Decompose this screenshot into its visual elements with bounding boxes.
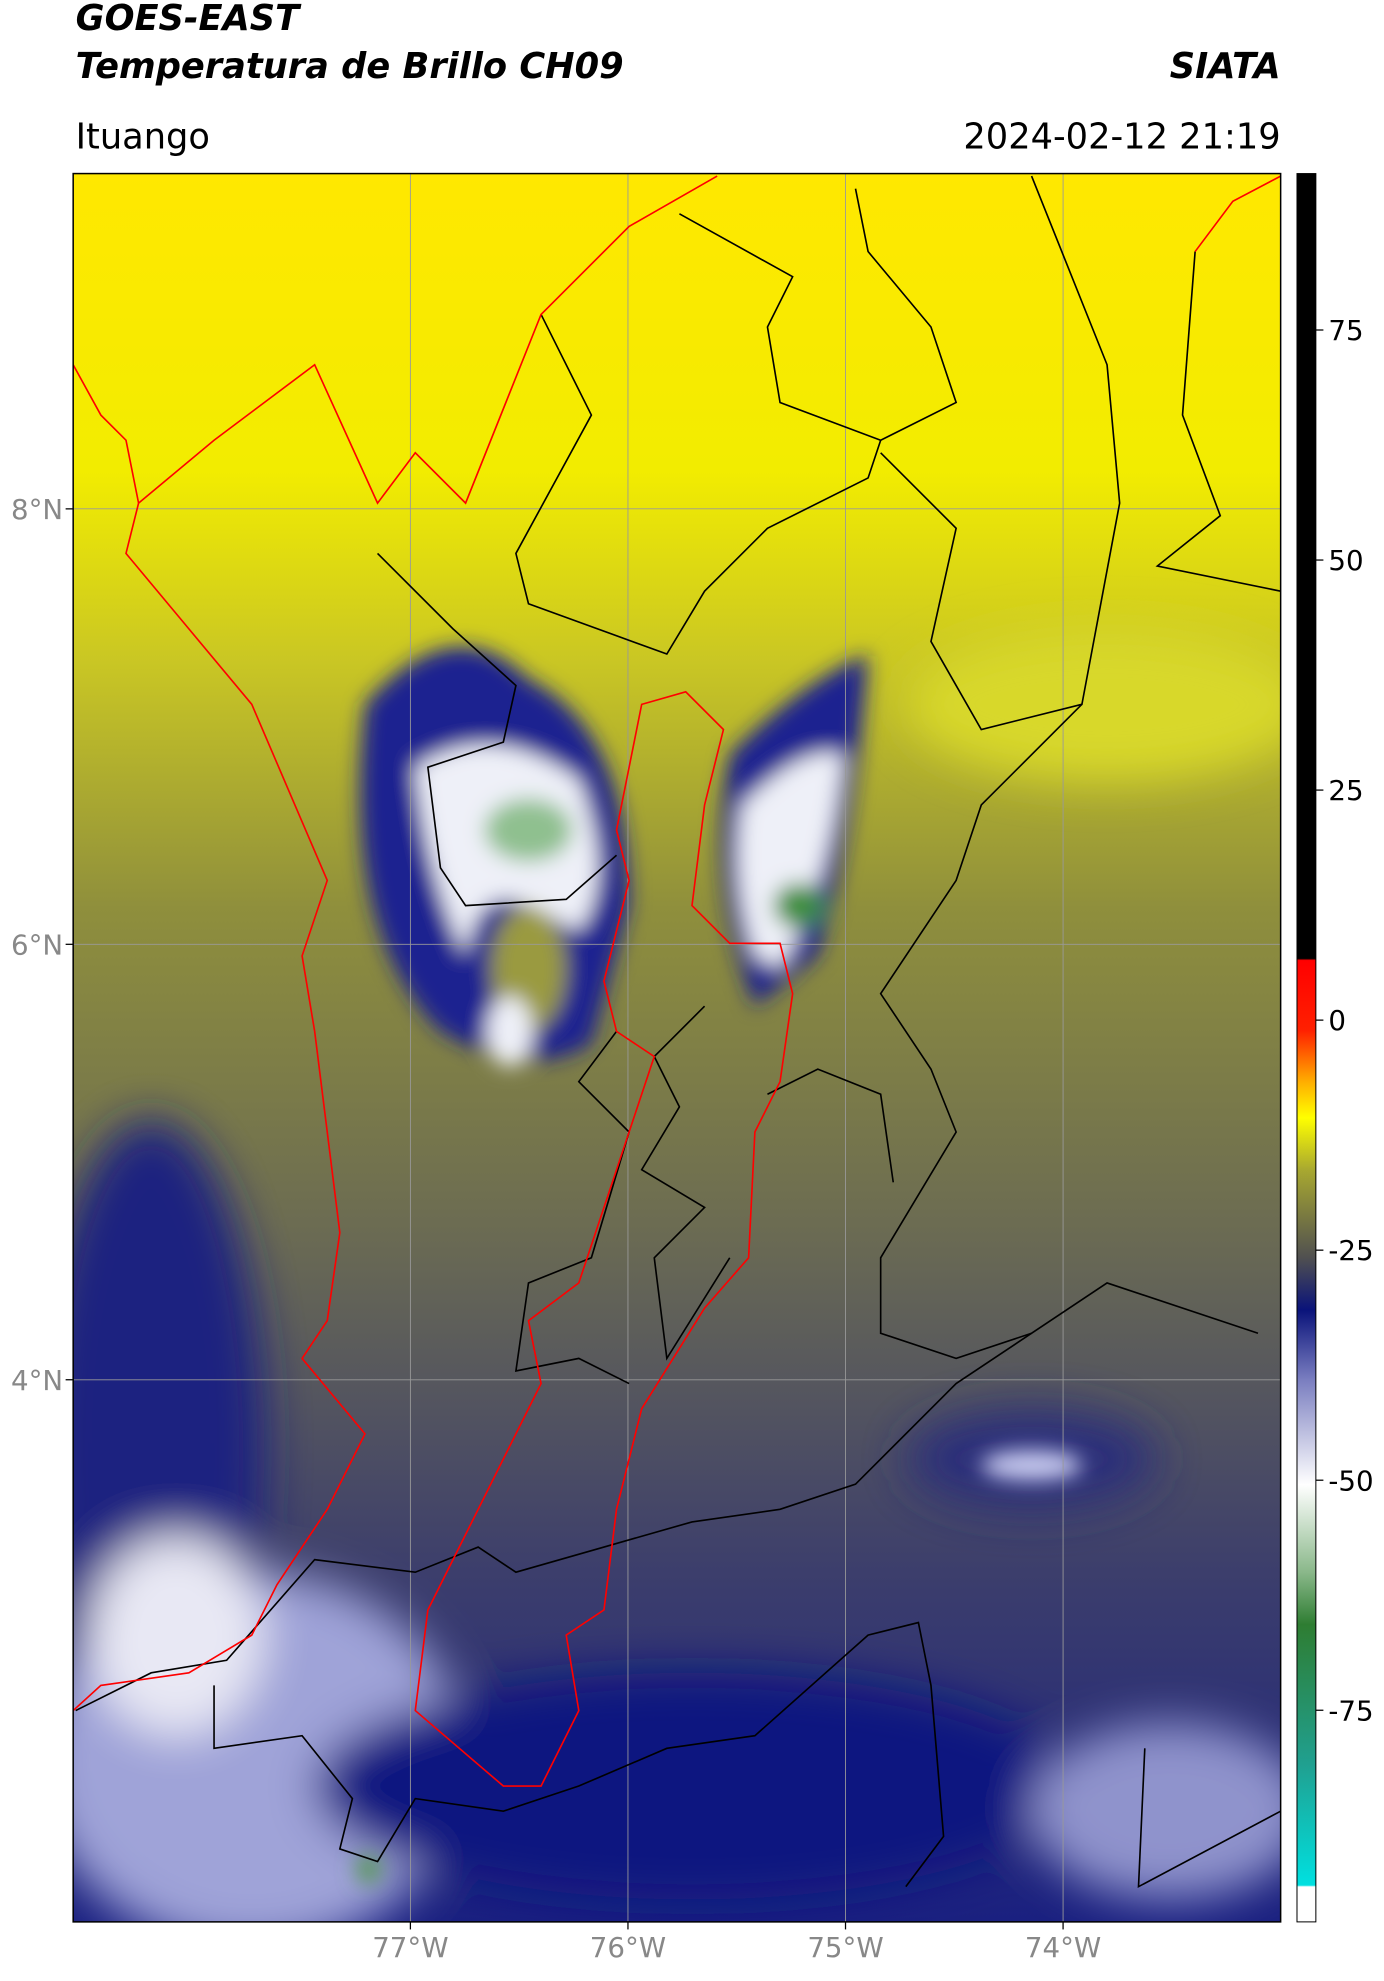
y-tick-label: 8°N — [11, 493, 63, 526]
x-tick-label: 74°W — [1025, 1931, 1101, 1964]
colorbar-label: -25 — [1328, 1234, 1373, 1267]
map-frame — [72, 172, 1282, 1923]
colorbar-label: 0 — [1328, 1004, 1346, 1037]
satellite-image — [73, 173, 1281, 1922]
title: GOES-EAST — [76, 0, 302, 39]
subtitle: Temperatura de Brillo CH09 — [76, 46, 624, 87]
colorbar-label: 75 — [1328, 314, 1363, 347]
x-tick-label: 76°W — [590, 1931, 666, 1964]
brand: SIATA — [1170, 46, 1281, 87]
admin-borders — [75, 175, 1281, 1889]
colorbar-label: -75 — [1328, 1694, 1373, 1727]
department-border — [73, 175, 1281, 1787]
graticule — [73, 173, 1281, 1922]
colorbar — [1296, 173, 1317, 1923]
colorbar-label: -50 — [1328, 1464, 1373, 1497]
colorbar-label: 25 — [1328, 774, 1363, 807]
x-tick-label: 77°W — [372, 1931, 448, 1964]
datetime: 2024-02-12 21:19 — [963, 116, 1280, 157]
y-tick-label: 4°N — [11, 1364, 63, 1397]
y-tick-label: 6°N — [11, 928, 63, 961]
x-tick-label: 75°W — [807, 1931, 883, 1964]
region: Ituango — [76, 116, 210, 157]
axes: 77°W 76°W 75°W 74°W 8°N 6°N 4°N 75 50 25 0 -25 -50 -7… — [11, 314, 1374, 1964]
colorbar-label: 50 — [1328, 544, 1363, 577]
